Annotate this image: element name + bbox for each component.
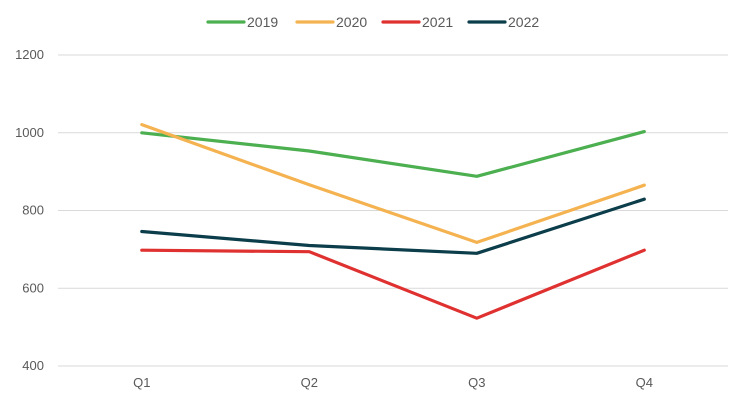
legend-label-2019: 2019 (247, 14, 278, 30)
legend-label-2022: 2022 (508, 14, 539, 30)
legend-item-2022: 2022 (467, 14, 539, 30)
series-line-2022 (140, 197, 646, 255)
x-tick-label-q2: Q2 (301, 375, 318, 390)
chart-legend: 2019 2020 2021 2022 (206, 14, 539, 30)
chart-series (140, 122, 646, 320)
legend-item-2020: 2020 (295, 14, 367, 30)
y-tick-label-600: 600 (22, 280, 44, 295)
y-tick-label-800: 800 (22, 203, 44, 218)
series-line-2019 (140, 130, 646, 178)
x-axis: Q1 Q2 Q3 Q4 (133, 375, 653, 390)
series-line-2021 (140, 248, 646, 320)
chart-gridlines (58, 54, 728, 367)
legend-label-2020: 2020 (336, 14, 367, 30)
legend-label-2021: 2021 (422, 14, 453, 30)
legend-item-2019: 2019 (206, 14, 278, 30)
x-tick-label-q4: Q4 (636, 375, 653, 390)
x-tick-label-q3: Q3 (468, 375, 485, 390)
series-line-2020 (140, 122, 646, 244)
y-tick-label-1000: 1000 (15, 125, 44, 140)
y-tick-label-1200: 1200 (15, 47, 44, 62)
y-tick-label-400: 400 (22, 358, 44, 373)
y-axis: 400 600 800 1000 1200 (15, 47, 44, 373)
legend-item-2021: 2021 (381, 14, 453, 30)
x-tick-label-q1: Q1 (133, 375, 150, 390)
